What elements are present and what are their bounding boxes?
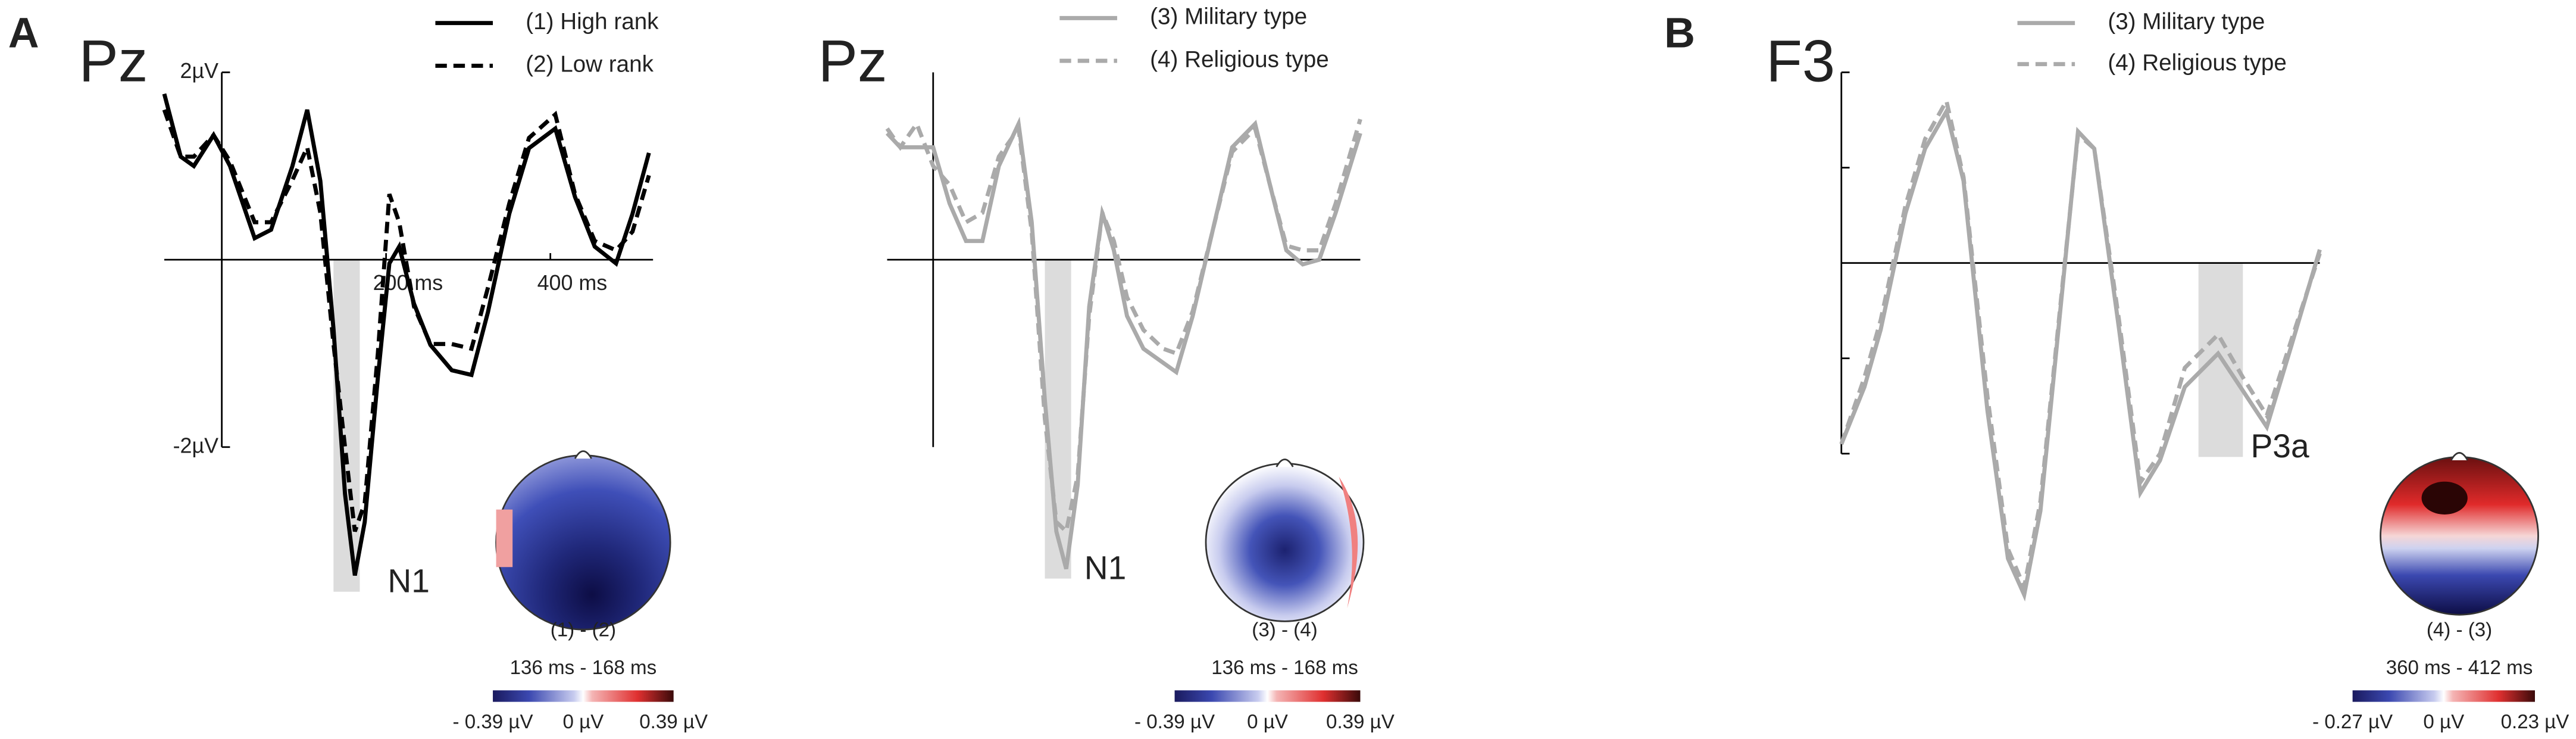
x-tick-label: 400 ms: [537, 271, 608, 295]
topomap: [1205, 459, 1365, 622]
waveform: [1839, 105, 2322, 602]
colorbar-label: - 0.39 µV: [453, 711, 533, 733]
y-tick-label: -2µV: [173, 434, 219, 457]
colorbar: [493, 690, 674, 702]
topomap-time: 360 ms - 412 ms: [2386, 657, 2533, 679]
colorbar-label: 0 µV: [1247, 711, 1288, 733]
topomap-time: 136 ms - 168 ms: [1211, 657, 1358, 679]
legend-label: (2) Low rank: [526, 52, 654, 77]
topomap-time: 136 ms - 168 ms: [510, 657, 657, 679]
y-tick-label: 2µV: [180, 59, 219, 83]
component-label: P3a: [2250, 428, 2309, 464]
panel-label: B: [1664, 10, 1695, 57]
colorbar-label: 0.39 µV: [1326, 711, 1395, 733]
colorbar-label: - 0.39 µV: [1134, 711, 1215, 733]
topomap-contrast: (1) - (2): [551, 619, 616, 641]
topomap-contrast: (3) - (4): [1252, 619, 1317, 641]
channel-label: Pz: [818, 29, 887, 95]
legend-label: (3) Military type: [2108, 9, 2265, 35]
component-label: N1: [387, 562, 430, 599]
topomap: [495, 450, 671, 631]
colorbar: [1174, 690, 1361, 702]
topomap-contrast: (4) - (3): [2427, 619, 2492, 641]
colorbar: [2352, 690, 2535, 702]
legend-label: (1) High rank: [526, 9, 659, 35]
topomap: [2380, 452, 2539, 616]
time-window: [333, 260, 360, 592]
colorbar-label: 0.23 µV: [2501, 711, 2569, 733]
component-label: N1: [1084, 549, 1127, 586]
colorbar-label: - 0.27 µV: [2312, 711, 2393, 733]
panel-label: A: [8, 10, 39, 57]
waveform: [885, 119, 1362, 536]
legend-label: (4) Religious type: [1150, 46, 1329, 72]
channel-label: F3: [1766, 29, 1835, 95]
waveform: [162, 93, 651, 576]
channel-label: Pz: [79, 29, 148, 95]
colorbar-label: 0 µV: [562, 711, 604, 733]
waveform: [1839, 95, 2322, 594]
colorbar-label: 0 µV: [2423, 711, 2464, 733]
legend-label: (3) Military type: [1150, 4, 1307, 30]
legend-label: (4) Religious type: [2108, 50, 2287, 76]
colorbar-label: 0.39 µV: [639, 711, 708, 733]
